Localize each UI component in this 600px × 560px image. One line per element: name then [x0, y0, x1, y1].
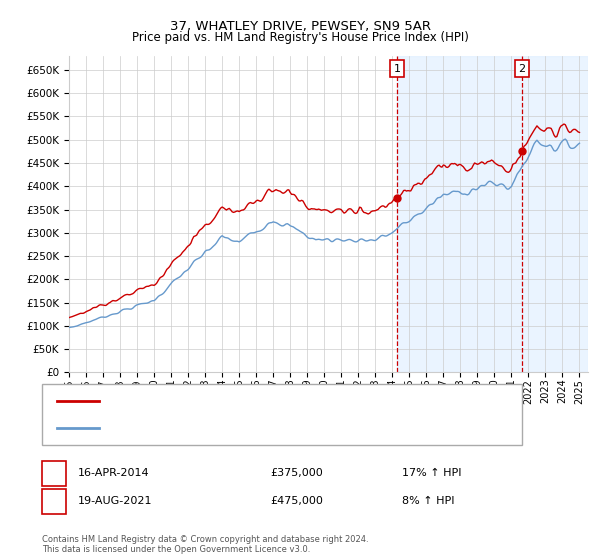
Text: HPI: Average price, detached house, Wiltshire: HPI: Average price, detached house, Wilt… [108, 423, 347, 433]
Text: Price paid vs. HM Land Registry's House Price Index (HPI): Price paid vs. HM Land Registry's House … [131, 31, 469, 44]
Text: Contains HM Land Registry data © Crown copyright and database right 2024.
This d: Contains HM Land Registry data © Crown c… [42, 535, 368, 554]
Text: 8% ↑ HPI: 8% ↑ HPI [402, 496, 455, 506]
Text: 37, WHATLEY DRIVE, PEWSEY, SN9 5AR (detached house): 37, WHATLEY DRIVE, PEWSEY, SN9 5AR (deta… [108, 396, 407, 406]
Text: £475,000: £475,000 [270, 496, 323, 506]
Bar [397, 56, 588, 372]
Text: 17% ↑ HPI: 17% ↑ HPI [402, 468, 461, 478]
Text: 2: 2 [518, 64, 526, 74]
Text: £375,000: £375,000 [270, 468, 323, 478]
Text: 2: 2 [50, 496, 58, 506]
Text: 19-AUG-2021: 19-AUG-2021 [78, 496, 152, 506]
Text: 1: 1 [50, 468, 58, 478]
Text: 37, WHATLEY DRIVE, PEWSEY, SN9 5AR: 37, WHATLEY DRIVE, PEWSEY, SN9 5AR [170, 20, 431, 32]
Text: 16-APR-2014: 16-APR-2014 [78, 468, 149, 478]
Text: 1: 1 [394, 64, 401, 74]
